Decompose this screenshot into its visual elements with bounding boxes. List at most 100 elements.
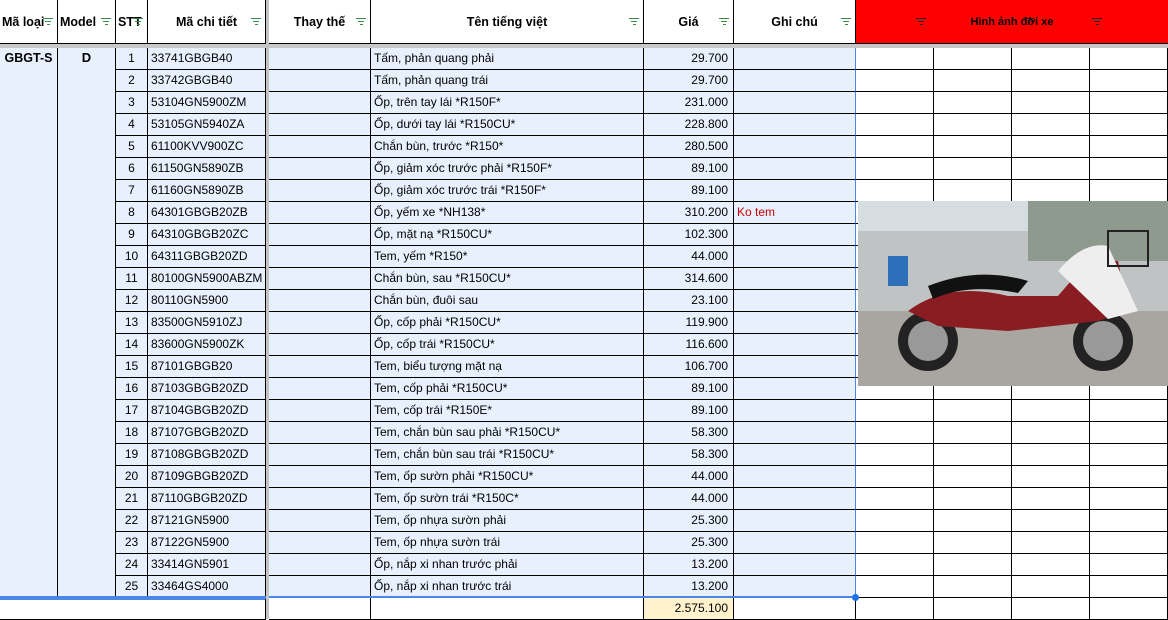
cell-empty[interactable]: [934, 444, 1012, 466]
cell-gia[interactable]: 23.100: [644, 290, 734, 312]
cell-gia[interactable]: 44.000: [644, 246, 734, 268]
cell-gia[interactable]: 119.900: [644, 312, 734, 334]
cell-gia[interactable]: 89.100: [644, 378, 734, 400]
cell-empty[interactable]: [1090, 466, 1168, 488]
cell-stt[interactable]: 6: [116, 158, 148, 180]
cell-empty[interactable]: [934, 576, 1012, 598]
cell-thay-the[interactable]: [269, 510, 371, 532]
cell-ma-chi-tiet[interactable]: 33464GS4000: [148, 576, 266, 598]
cell-ten[interactable]: Chắn bùn, sau *R150CU*: [371, 268, 644, 290]
cell-empty[interactable]: [934, 180, 1012, 202]
cell-ten[interactable]: Ốp, dưới tay lái *R150CU*: [371, 114, 644, 136]
cell-empty[interactable]: [1090, 422, 1168, 444]
cell-ma-chi-tiet[interactable]: 61150GN5890ZB: [148, 158, 266, 180]
cell-ghi-chu[interactable]: [734, 532, 856, 554]
column-header-ten[interactable]: Tên tiếng việt: [371, 0, 644, 44]
cell-thay-the[interactable]: [269, 158, 371, 180]
cell-stt[interactable]: 9: [116, 224, 148, 246]
cell-empty[interactable]: [1012, 510, 1090, 532]
cell-stt[interactable]: 11: [116, 268, 148, 290]
cell-empty[interactable]: [856, 510, 934, 532]
cell-empty[interactable]: [1012, 158, 1090, 180]
cell-stt[interactable]: 2: [116, 70, 148, 92]
cell-gia[interactable]: 44.000: [644, 466, 734, 488]
filter-icon[interactable]: [1024, 16, 1034, 26]
cell-stt[interactable]: 7: [116, 180, 148, 202]
cell-empty[interactable]: [934, 400, 1012, 422]
cell-empty[interactable]: [934, 598, 1012, 620]
cell-empty[interactable]: [1012, 48, 1090, 70]
cell-stt[interactable]: 15: [116, 356, 148, 378]
cell-ghi-chu[interactable]: [734, 246, 856, 268]
cell-ghi-chu[interactable]: [734, 114, 856, 136]
filter-icon[interactable]: [841, 16, 851, 26]
cell-ma-chi-tiet[interactable]: 87104GBGB20ZD: [148, 400, 266, 422]
cell-ghi-chu[interactable]: [734, 158, 856, 180]
column-header-ma-chi-tiet[interactable]: Mã chi tiết: [148, 0, 266, 44]
cell-empty[interactable]: [856, 48, 934, 70]
cell-thay-the[interactable]: [269, 422, 371, 444]
column-header-ghi-chu[interactable]: Ghi chú: [734, 0, 856, 44]
cell-stt[interactable]: 12: [116, 290, 148, 312]
cell-stt[interactable]: 23: [116, 532, 148, 554]
cell-gia[interactable]: 102.300: [644, 224, 734, 246]
cell-stt[interactable]: 13: [116, 312, 148, 334]
cell-ma-chi-tiet[interactable]: 87107GBGB20ZD: [148, 422, 266, 444]
cell-ten[interactable]: Chắn bùn, trước *R150*: [371, 136, 644, 158]
cell-ma-chi-tiet[interactable]: 87108GBGB20ZD: [148, 444, 266, 466]
cell-ghi-chu[interactable]: [734, 466, 856, 488]
cell-ten[interactable]: Tấm, phản quang trái: [371, 70, 644, 92]
cell-ten[interactable]: Tem, ốp sườn trái *R150C*: [371, 488, 644, 510]
cell-gia[interactable]: 116.600: [644, 334, 734, 356]
column-header-stt[interactable]: STT: [116, 0, 148, 44]
column-header-gia[interactable]: Giá: [644, 0, 734, 44]
cell-ma-chi-tiet[interactable]: 87109GBGB20ZD: [148, 466, 266, 488]
cell-empty[interactable]: [1090, 400, 1168, 422]
cell-ma-chi-tiet[interactable]: 33414GN5901: [148, 554, 266, 576]
cell-empty[interactable]: [1012, 422, 1090, 444]
cell-gia[interactable]: 29.700: [644, 48, 734, 70]
column-header-thay-the[interactable]: Thay thế: [269, 0, 371, 44]
filter-icon[interactable]: [916, 16, 926, 26]
cell-empty[interactable]: [1012, 466, 1090, 488]
cell-empty[interactable]: [1012, 400, 1090, 422]
cell-ma-chi-tiet[interactable]: 80100GN5900ABZM: [148, 268, 266, 290]
cell-stt[interactable]: 22: [116, 510, 148, 532]
cell-ma-chi-tiet[interactable]: 53104GN5900ZM: [148, 92, 266, 114]
cell-empty[interactable]: [856, 92, 934, 114]
cell-thay-the[interactable]: [269, 290, 371, 312]
cell-ghi-chu[interactable]: [734, 576, 856, 598]
cell-empty[interactable]: [1090, 488, 1168, 510]
cell-ten[interactable]: Ốp, mặt nạ *R150CU*: [371, 224, 644, 246]
filter-icon[interactable]: [629, 16, 639, 26]
cell-empty[interactable]: [1090, 532, 1168, 554]
cell-gia[interactable]: 13.200: [644, 554, 734, 576]
cell-ghi-chu[interactable]: [734, 268, 856, 290]
cell-thay-the[interactable]: [269, 246, 371, 268]
cell-ten[interactable]: Tem, chắn bùn sau trái *R150CU*: [371, 444, 644, 466]
cell-empty[interactable]: [856, 400, 934, 422]
cell-empty[interactable]: [1090, 598, 1168, 620]
cell-ten[interactable]: Ốp, cốp trái *R150CU*: [371, 334, 644, 356]
cell-ma-chi-tiet[interactable]: 87121GN5900: [148, 510, 266, 532]
cell-empty[interactable]: [0, 598, 266, 620]
cell-ten[interactable]: Tem, biểu tượng mặt nạ: [371, 356, 644, 378]
cell-gia[interactable]: 44.000: [644, 488, 734, 510]
cell-empty[interactable]: [934, 114, 1012, 136]
cell-ten[interactable]: Ốp, giảm xóc trước trái *R150F*: [371, 180, 644, 202]
cell-ten[interactable]: Tem, chắn bùn sau phải *R150CU*: [371, 422, 644, 444]
filter-icon[interactable]: [251, 16, 261, 26]
filter-icon[interactable]: [719, 16, 729, 26]
cell-empty[interactable]: [856, 158, 934, 180]
cell-ghi-chu[interactable]: [734, 444, 856, 466]
cell-thay-the[interactable]: [269, 48, 371, 70]
cell-empty[interactable]: [934, 422, 1012, 444]
cell-gia[interactable]: 314.600: [644, 268, 734, 290]
cell-ghi-chu[interactable]: [734, 554, 856, 576]
cell-empty[interactable]: [1012, 554, 1090, 576]
cell-ghi-chu[interactable]: [734, 290, 856, 312]
cell-ten[interactable]: Ốp, nắp xi nhan trước trái: [371, 576, 644, 598]
cell-ten[interactable]: Tem, ốp nhựa sườn phải: [371, 510, 644, 532]
cell-thay-the[interactable]: [269, 202, 371, 224]
cell-thay-the[interactable]: [269, 114, 371, 136]
